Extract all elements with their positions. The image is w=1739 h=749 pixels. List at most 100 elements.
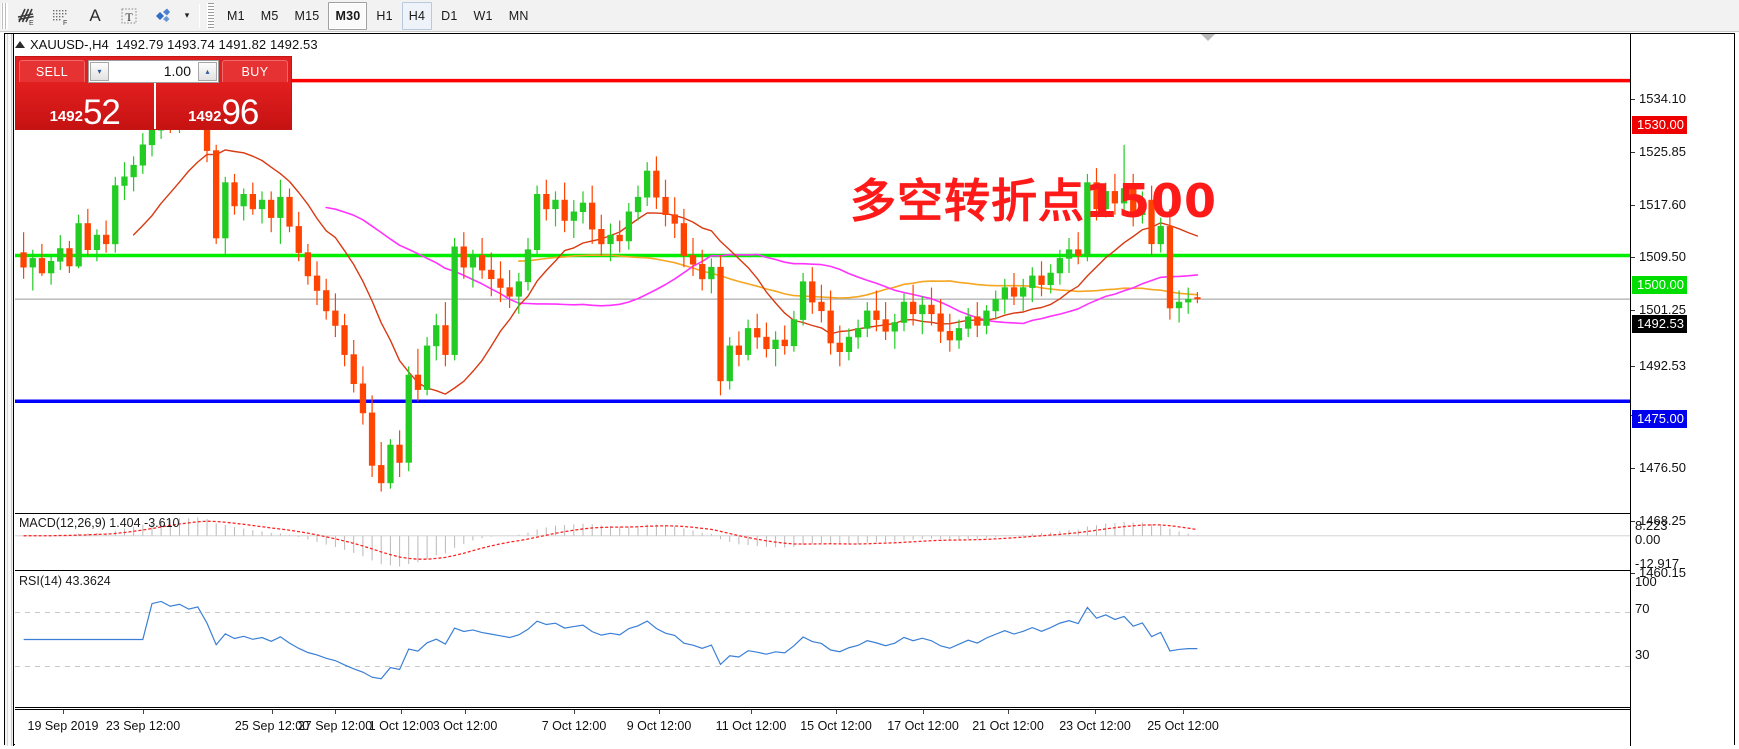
- trade-panel-prices: 1492 52 1492 96: [16, 83, 291, 132]
- macd-title: MACD(12,26,9) 1.404 -3.610: [19, 516, 180, 530]
- volume-decrement-icon[interactable]: ▾: [90, 61, 109, 81]
- macd-scale-label: 8.223: [1635, 518, 1668, 533]
- buy-label[interactable]: BUY: [222, 60, 288, 82]
- time-axis-label: 9 Oct 12:00: [626, 719, 692, 733]
- time-axis-tick: [923, 710, 924, 714]
- volume-stepper[interactable]: ▾ 1.00 ▴: [88, 59, 219, 83]
- chart-frame: XAUUSD-,H4 1492.79 1493.74 1491.82 1492.…: [4, 33, 1735, 746]
- price-scale-label: 1468.25: [1639, 513, 1686, 528]
- time-axis-label: 7 Oct 12:00: [541, 719, 607, 733]
- sell-button[interactable]: 1492 52: [16, 83, 154, 132]
- toolbar-separator: [199, 3, 200, 28]
- volume-increment-icon[interactable]: ▴: [198, 61, 217, 81]
- time-axis-tick: [143, 710, 144, 714]
- timeframe-button-m15[interactable]: M15: [294, 8, 320, 23]
- rsi-pane[interactable]: RSI(14) 43.3624: [15, 572, 1632, 708]
- objects-dropdown-caret[interactable]: ▾: [184, 10, 190, 20]
- price-scale-tick: [1631, 573, 1635, 574]
- time-axis-tick: [1008, 710, 1009, 714]
- svg-text:T: T: [125, 10, 133, 24]
- price-scale-tick: [1631, 152, 1635, 153]
- indicators-icon[interactable]: E: [11, 2, 43, 30]
- svg-text:E: E: [29, 20, 34, 26]
- price-scale-tick: [1631, 468, 1635, 469]
- svg-text:F: F: [63, 20, 67, 26]
- buy-price-integer: 1492: [188, 108, 222, 125]
- time-axis-tick: [465, 710, 466, 714]
- chart-left-rail: [5, 34, 14, 746]
- time-axis-tick: [1095, 710, 1096, 714]
- time-axis-tick: [659, 710, 660, 714]
- trade-panel-header: SELL ▾ 1.00 ▴ BUY: [16, 57, 291, 83]
- price-scale-tick: [1631, 366, 1635, 367]
- sell-label[interactable]: SELL: [19, 60, 85, 82]
- price-scale-tick: [1631, 310, 1635, 311]
- ohlc-values: 1492.79 1493.74 1491.82 1492.53: [115, 36, 318, 52]
- price-scale-badge-blue: 1475.00: [1632, 410, 1687, 428]
- price-scale-badge-green: 1500.00: [1632, 276, 1687, 294]
- price-scale-tick: [1631, 521, 1635, 522]
- price-scale-tick: [1631, 205, 1635, 206]
- time-axis-tick: [574, 710, 575, 714]
- symbol-label: XAUUSD-,H4: [30, 36, 109, 52]
- time-axis-label: 27 Sep 12:00: [297, 719, 373, 733]
- time-axis-tick: [63, 710, 64, 714]
- timeframe-button-w1[interactable]: W1: [473, 8, 493, 23]
- timeframe-button-mn[interactable]: MN: [508, 8, 529, 23]
- volume-input[interactable]: 1.00: [163, 63, 191, 79]
- buy-button[interactable]: 1492 96: [153, 83, 291, 130]
- timeframe-button-d1[interactable]: D1: [441, 8, 458, 23]
- rsi-scale-label: 70: [1635, 601, 1650, 616]
- one-click-trading-panel: SELL ▾ 1.00 ▴ BUY 1492 52 1492 96: [15, 56, 292, 130]
- price-scale-label: 1509.50: [1639, 249, 1686, 264]
- time-axis-label: 23 Oct 12:00: [1059, 719, 1131, 733]
- time-axis-label: 19 Sep 2019: [27, 719, 99, 733]
- price-scale-label: 1460.15: [1639, 565, 1686, 580]
- time-axis-label: 21 Oct 12:00: [972, 719, 1044, 733]
- time-axis-label: 23 Sep 12:00: [105, 719, 181, 733]
- chart-collapse-icon[interactable]: [15, 40, 25, 48]
- sell-price-decimal: 52: [82, 92, 121, 132]
- timeframe-button-m30[interactable]: M30: [328, 1, 368, 30]
- macd-scale-label: -12.917: [1635, 556, 1680, 571]
- text-label-icon[interactable]: T: [113, 2, 145, 30]
- price-scale-tick: [1631, 257, 1635, 258]
- time-axis-label: 15 Oct 12:00: [800, 719, 872, 733]
- price-scale[interactable]: 1534.10 1525.85 1517.60 1509.50 1501.25 1492.…: [1630, 34, 1734, 746]
- price-scale-badge-red: 1530.00: [1632, 116, 1687, 134]
- time-axis[interactable]: 19 Sep 2019 23 Sep 12:00 25 Sep 12:00 27 Se…: [15, 709, 1632, 745]
- macd-pane[interactable]: MACD(12,26,9) 1.404 -3.610: [15, 513, 1632, 571]
- macd-scale-label: 0.00: [1635, 532, 1661, 547]
- chart-text-annotation[interactable]: 多空转折点1500: [850, 174, 1218, 228]
- price-scale-label: 1476.50: [1639, 460, 1686, 475]
- rsi-plot: [15, 600, 1632, 680]
- price-scale-label: 1534.10: [1639, 91, 1686, 106]
- grid-icon[interactable]: F: [45, 2, 77, 30]
- timeframe-group: M1 M5 M15 M30 H1 H4 D1 W1 MN: [220, 1, 538, 30]
- time-axis-tick: [272, 710, 273, 714]
- objects-list-icon[interactable]: [147, 2, 179, 30]
- time-axis-tick: [401, 710, 402, 714]
- timeframe-button-m5[interactable]: M5: [260, 8, 279, 23]
- timeframe-button-h1[interactable]: H1: [376, 8, 393, 23]
- time-axis-label: 25 Oct 12:00: [1147, 719, 1219, 733]
- time-axis-tick: [751, 710, 752, 714]
- time-axis-label: 17 Oct 12:00: [887, 719, 959, 733]
- price-scale-label: 1517.60: [1639, 197, 1686, 212]
- sell-price-integer: 1492: [49, 108, 83, 125]
- time-axis-label: 3 Oct 12:00: [432, 719, 498, 733]
- time-axis-tick: [335, 710, 336, 714]
- timeframe-button-m1[interactable]: M1: [227, 8, 245, 23]
- time-axis-label: 11 Oct 12:00: [715, 719, 787, 733]
- pane-resize-handle[interactable]: [1201, 34, 1215, 41]
- symbol-info-bar: XAUUSD-,H4 1492.79 1493.74 1491.82 1492.…: [15, 34, 318, 54]
- rsi-title: RSI(14) 43.3624: [19, 574, 111, 588]
- price-scale-badge-black: 1492.53: [1632, 315, 1687, 333]
- rsi-scale-label: 30: [1635, 647, 1650, 662]
- timeframe-toolbar-grip[interactable]: [207, 2, 214, 29]
- price-scale-label: 1492.53: [1639, 358, 1686, 373]
- toolbar-drag-grip[interactable]: [1, 2, 8, 29]
- timeframe-button-h4[interactable]: H4: [401, 1, 433, 30]
- text-tool-icon[interactable]: A: [89, 5, 101, 25]
